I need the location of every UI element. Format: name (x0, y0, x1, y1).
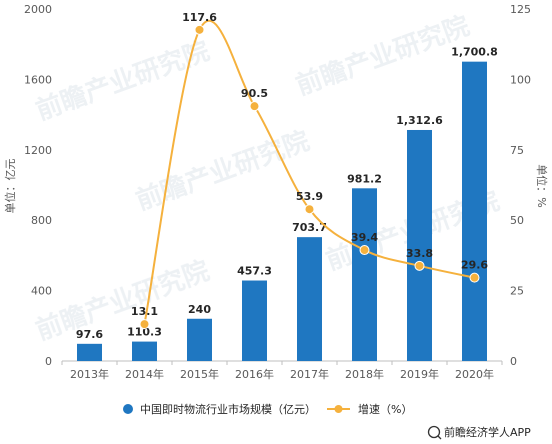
x-tick-label: 2014年 (125, 367, 164, 381)
growth-value-label: 53.9 (296, 190, 323, 203)
source-logo-icon-handle (437, 435, 442, 440)
y-tick-label: 2000 (24, 3, 52, 16)
y2-tick-label: 100 (510, 73, 531, 86)
x-tick-label: 2017年 (290, 367, 329, 381)
bar-value-label: 110.3 (127, 326, 162, 339)
x-tick-label: 2018年 (345, 367, 384, 381)
y2-tick-label: 75 (510, 144, 524, 157)
x-tick-label: 2013年 (70, 367, 109, 381)
bar-value-label: 703.7 (292, 221, 327, 234)
growth-value-label: 90.5 (241, 87, 268, 100)
growth-value-label: 117.6 (182, 11, 217, 24)
bar-value-label: 1,700.8 (451, 46, 498, 59)
growth-value-label: 13.1 (131, 305, 158, 318)
x-axis-ticks: 2013年 2014年 2015年 2016年 2017年 2018年 2019年 2020年 (61, 361, 503, 381)
growth-point (469, 272, 480, 283)
bar (132, 341, 157, 361)
y-axis-ticks: 0 400 800 1200 1600 2000 (24, 3, 52, 368)
legend-bar-marker (123, 404, 133, 414)
growth-points (139, 24, 480, 330)
growth-point (359, 245, 370, 256)
growth-line (143, 19, 475, 325)
growth-labels: 13.1 117.6 90.5 53.9 39.4 33.8 29.6 (131, 11, 488, 318)
x-tick-label: 2019年 (400, 367, 439, 381)
growth-point (194, 24, 205, 35)
bar-value-label: 457.3 (237, 265, 272, 278)
bar-value-label: 97.6 (76, 328, 103, 341)
legend-line-label: 增速（%） (358, 402, 412, 416)
bar-labels: 97.6 110.3 240 457.3 703.7 981.2 1,312.6 1,700.… (76, 46, 498, 341)
growth-point (249, 101, 260, 112)
y2-axis-ticks: 0 25 50 75 100 125 (510, 3, 531, 368)
bar (407, 129, 432, 361)
y-tick-label: 1200 (24, 144, 52, 157)
legend-line-dot (334, 405, 343, 413)
watermark-text: 前瞻产业研究院 (132, 125, 314, 216)
x-tick-label: 2020年 (455, 367, 494, 381)
y2-tick-label: 125 (510, 3, 531, 16)
bar-value-label: 981.2 (347, 172, 382, 185)
y-tick-label: 0 (45, 355, 52, 368)
bar (297, 237, 322, 361)
y-tick-label: 800 (31, 214, 52, 227)
watermark-text: 前瞻产业研究院 (292, 10, 474, 101)
y2-tick-label: 50 (510, 214, 524, 227)
legend-bar-label: 中国即时物流行业市场规模（亿元） (140, 402, 316, 416)
bar (77, 343, 102, 361)
y2-tick-label: 0 (510, 355, 517, 368)
bars (77, 61, 487, 361)
bar (242, 280, 267, 361)
growth-point (139, 319, 150, 330)
bar-value-label: 1,312.6 (396, 114, 443, 127)
growth-point (414, 260, 425, 271)
x-tick-label: 2015年 (180, 367, 219, 381)
bar (352, 188, 377, 361)
source: 前瞻经济学人APP (427, 425, 531, 440)
y2-axis-title: 单位：% (535, 164, 549, 207)
growth-point (304, 204, 315, 215)
watermark-text: 前瞻产业研究院 (32, 255, 214, 346)
bar-value-label: 240 (188, 303, 211, 316)
y-tick-label: 400 (31, 285, 52, 298)
watermarks: 前瞻产业研究院前瞻产业研究院前瞻产业研究院前瞻产业研究院前瞻产业研究院 (32, 10, 504, 346)
y-tick-label: 1600 (24, 73, 52, 86)
bar (187, 318, 212, 361)
bar (462, 61, 487, 361)
legend: 中国即时物流行业市场规模（亿元） 增速（%） (123, 402, 412, 416)
y-axis-title: 单位：亿元 (3, 159, 17, 214)
y2-tick-label: 25 (510, 285, 524, 298)
x-tick-label: 2016年 (235, 367, 274, 381)
growth-value-label: 39.4 (351, 231, 378, 244)
growth-value-label: 33.8 (406, 247, 433, 260)
growth-value-label: 29.6 (461, 259, 488, 272)
source-text: 前瞻经济学人APP (444, 425, 531, 439)
source-logo-icon (427, 425, 441, 439)
